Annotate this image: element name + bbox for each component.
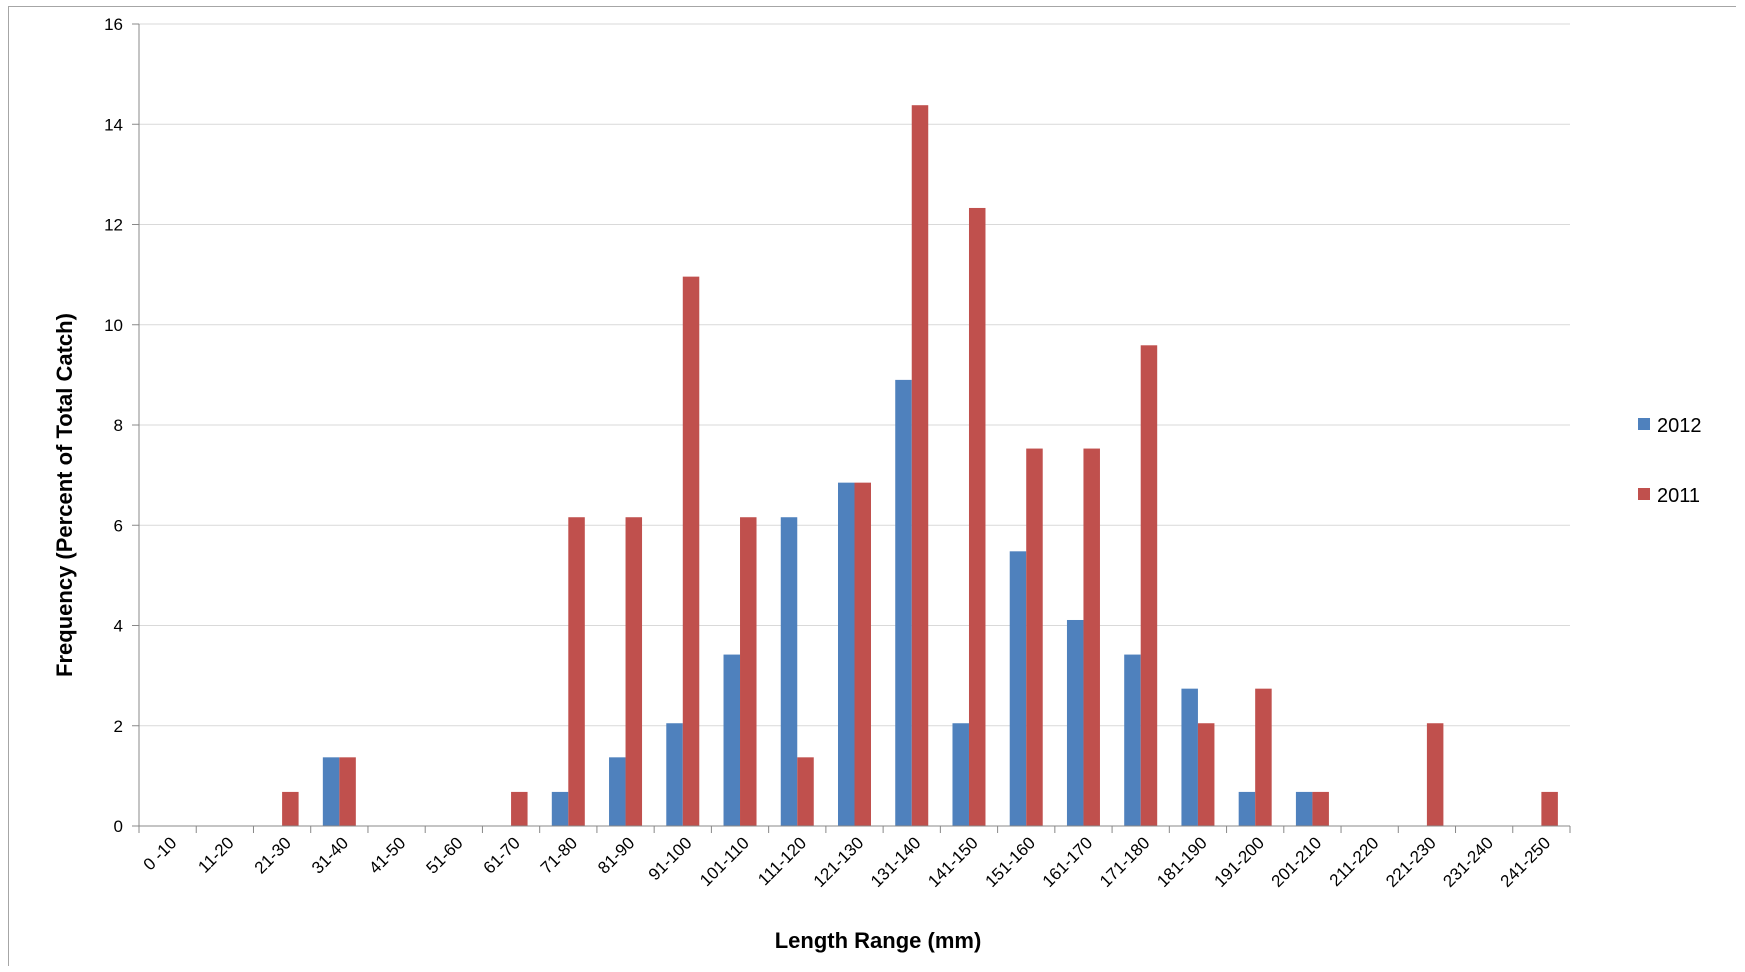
x-tick-label: 51-60 (422, 833, 466, 877)
x-tick-label: 0 -10 (140, 833, 181, 874)
x-tick-label: 61-70 (480, 833, 524, 877)
bar-2011-71-80 (568, 517, 585, 826)
bar-2012-141-150 (952, 723, 969, 826)
x-tick-label: 41-50 (365, 833, 409, 877)
chart-frame (8, 6, 1736, 966)
x-tick-label: 121-130 (810, 833, 868, 891)
x-tick-label: 201-210 (1268, 833, 1326, 891)
legend-swatch-2012 (1638, 418, 1650, 430)
bar-2012-111-120 (780, 517, 798, 826)
bar-2011-31-40 (339, 757, 356, 826)
bar-2011-201-210 (1312, 791, 1329, 826)
x-tick-label: 21-30 (251, 833, 295, 877)
x-tick-label: 241-250 (1497, 833, 1555, 891)
x-tick-label: 141-150 (924, 833, 982, 891)
y-tick-label: 8 (114, 416, 123, 435)
bar-2011-171-180 (1140, 345, 1158, 826)
y-tick-label: 6 (114, 516, 123, 535)
x-tick-label: 81-90 (594, 833, 638, 877)
bars (282, 105, 1558, 827)
x-tick-label: 191-200 (1210, 833, 1268, 891)
bar-2011-161-170 (1083, 448, 1100, 826)
bar-2011-131-140 (911, 105, 929, 826)
x-tick-label: 71-80 (537, 833, 581, 877)
bar-2012-201-210 (1295, 791, 1313, 826)
legend-swatch-2011 (1638, 488, 1650, 500)
x-tick-label: 151-160 (981, 833, 1039, 891)
bar-2011-151-160 (1026, 448, 1043, 826)
bar-2011-101-110 (740, 517, 757, 826)
y-tick-label: 10 (104, 316, 123, 335)
legend-label-2011: 2011 (1657, 485, 1700, 507)
y-tick-label: 14 (104, 115, 123, 134)
x-tick-label: 221-230 (1382, 833, 1440, 891)
bar-2011-241-250 (1541, 791, 1558, 826)
x-tick-label: 131-140 (867, 833, 925, 891)
bar-2012-161-170 (1066, 619, 1084, 826)
x-tick-label: 31-40 (308, 833, 352, 877)
bar-2011-21-30 (282, 791, 299, 826)
legend: 2012 2011 (1638, 415, 1702, 507)
bar-2011-121-130 (854, 482, 871, 826)
bar-2011-221-230 (1426, 723, 1444, 826)
y-tick-label: 0 (114, 817, 123, 836)
bar-2012-131-140 (895, 379, 912, 826)
bar-2012-31-40 (322, 757, 340, 826)
bar-2011-111-120 (797, 757, 814, 826)
bar-2012-191-200 (1238, 791, 1256, 826)
y-tick-label: 2 (114, 717, 123, 736)
bar-2012-121-130 (838, 482, 855, 826)
bar-2012-151-160 (1009, 551, 1027, 826)
bar-2011-91-100 (682, 276, 700, 826)
legend-label-2012: 2012 (1657, 415, 1702, 437)
bar-2011-141-150 (968, 207, 986, 827)
x-tick-label: 111-120 (754, 833, 810, 889)
bar-2012-91-100 (666, 723, 683, 826)
x-tick-label: 101-110 (696, 833, 753, 890)
x-tick-label: 11-20 (194, 833, 237, 876)
bar-2012-71-80 (551, 791, 569, 826)
axes (138, 24, 1571, 833)
x-tick-label: 181-190 (1153, 833, 1211, 891)
x-tick-label: 211-220 (1326, 833, 1383, 890)
x-tick-label: 91-100 (645, 833, 696, 884)
bar-2012-171-180 (1124, 654, 1141, 826)
x-tick-label: 231-240 (1439, 833, 1497, 891)
y-axis-title: Frequency (Percent of Total Catch) (52, 313, 77, 677)
bar-2011-191-200 (1255, 688, 1272, 826)
y-tick-label: 4 (114, 617, 123, 636)
bar-2012-81-90 (609, 757, 626, 826)
bar-2011-181-190 (1197, 723, 1215, 826)
x-tick-label: 161-170 (1039, 833, 1097, 891)
x-axis-title: Length Range (mm) (775, 928, 982, 953)
y-tick-label: 12 (104, 216, 123, 235)
y-tick-labels: 0 2 4 6 8 10 12 14 16 (104, 15, 123, 836)
bar-2011-61-70 (511, 791, 528, 826)
y-tick-label: 16 (104, 15, 123, 34)
x-tick-label: 171-180 (1096, 833, 1154, 891)
x-tick-labels: 0 -10 11-20 21-30 31-40 41-50 51-60 61-70 71-80… (140, 833, 1555, 891)
bar-2011-81-90 (625, 517, 643, 826)
bar-2012-101-110 (723, 654, 741, 826)
bar-2012-181-190 (1181, 688, 1198, 826)
